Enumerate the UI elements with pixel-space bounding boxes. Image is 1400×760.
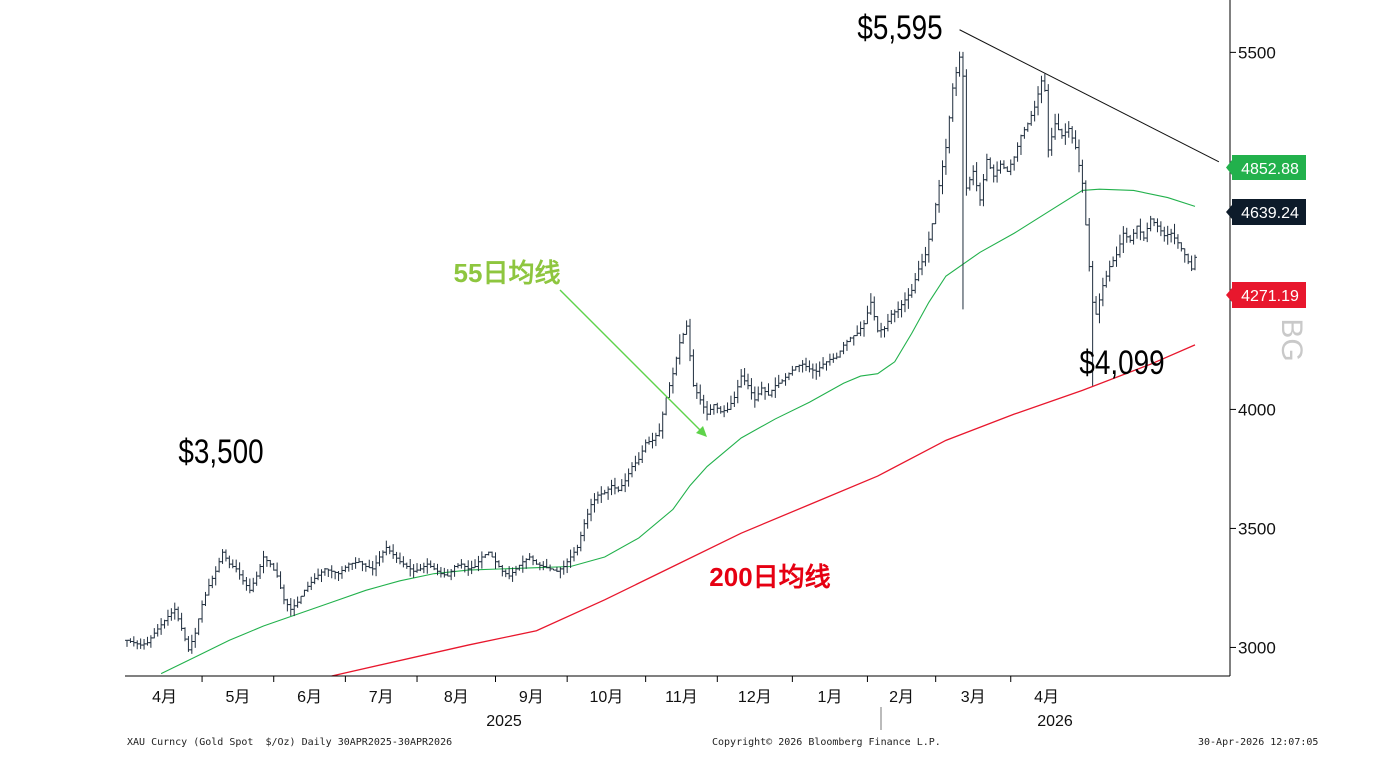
moving-average-layer xyxy=(160,188,1196,677)
price-tick-label: 4000 xyxy=(1238,400,1276,419)
month-tick-label: 5月 xyxy=(225,689,250,706)
ma200-line xyxy=(331,344,1196,677)
price-tick-label: 3000 xyxy=(1238,638,1276,657)
month-tick-label: 4月 xyxy=(152,689,177,706)
ma200-value-label: 4271.19 xyxy=(1241,288,1299,305)
month-tick-label: 7月 xyxy=(369,689,394,706)
price-tick-label: 3500 xyxy=(1238,519,1276,538)
month-tick-label: 6月 xyxy=(297,689,322,706)
month-tick-label: 8月 xyxy=(444,689,469,706)
month-tick-label: 3月 xyxy=(961,689,986,706)
high-2025-annotation: $3,500 xyxy=(178,432,263,470)
timestamp-caption: 30-Apr-2026 12:07:05 xyxy=(1198,737,1319,748)
ohlc-bar xyxy=(1193,254,1197,271)
ma55-value-label: 4852.88 xyxy=(1241,161,1299,178)
ma55-label: 55日均线 xyxy=(454,258,561,288)
ma200-label: 200日均线 xyxy=(709,562,830,592)
month-tick-label: 1月 xyxy=(817,689,842,706)
low-price-annotation: $4,099 xyxy=(1079,343,1164,381)
month-tick-label: 4月 xyxy=(1034,689,1059,706)
time-axis-ticks: 4月 5月 6月 7月 8月 9月 10月 11月 12月 1月 2月 3月 4月 xyxy=(152,676,1059,706)
resistance-trendline xyxy=(959,29,1220,163)
last-price-label: 4639.24 xyxy=(1241,205,1299,222)
ma200-value-box: 4271.19 xyxy=(1226,282,1306,308)
ma55-value-box: 4852.88 xyxy=(1226,155,1306,180)
ma55-line xyxy=(160,188,1196,675)
instrument-caption: XAU Curncy (Gold Spot $/Oz) Daily 30APR2… xyxy=(127,737,453,748)
month-tick-label: 11月 xyxy=(665,689,698,706)
month-tick-label: 9月 xyxy=(519,689,544,706)
month-tick-label: 12月 xyxy=(738,689,772,706)
peak-price-annotation: $5,595 xyxy=(857,8,942,46)
copyright-caption: Copyright© 2026 Bloomberg Finance L.P. xyxy=(712,737,941,748)
last-price-box: 4639.24 xyxy=(1226,199,1306,225)
ma55-pointer-arrow xyxy=(559,289,707,437)
month-tick-label: 2月 xyxy=(889,689,914,706)
year-label-2025: 2025 xyxy=(486,713,522,730)
price-bars xyxy=(125,51,1197,654)
year-label-2026: 2026 xyxy=(1037,713,1073,730)
bloomberg-watermark: BG xyxy=(1275,318,1308,361)
price-tick-label: 5500 xyxy=(1238,43,1276,62)
month-tick-label: 10月 xyxy=(589,689,623,706)
